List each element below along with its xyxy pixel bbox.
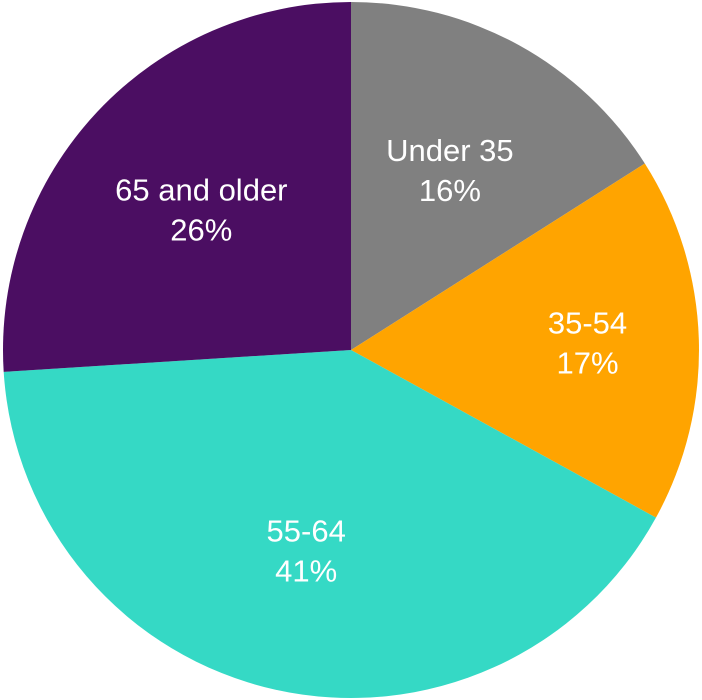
pie-slice-55-64 <box>3 350 656 698</box>
slice-value-under-35: 16% <box>419 173 481 208</box>
slice-value-55-64: 41% <box>275 553 337 588</box>
slice-label-35-54: 35-54 <box>548 306 627 341</box>
pie-slice-65-and-older <box>2 2 351 372</box>
pie-slice-35-54 <box>351 163 699 518</box>
slice-value-65-and-older: 26% <box>170 212 232 247</box>
slice-value-35-54: 17% <box>556 346 618 381</box>
slice-label-55-64: 55-64 <box>267 513 346 548</box>
pie-labels: Under 35 16% 35-54 17% 55-64 41% 65 and older 2… <box>115 133 627 588</box>
pie-slice-under-35 <box>351 2 645 350</box>
slice-label-under-35: Under 35 <box>386 133 514 168</box>
slice-label-65-and-older: 65 and older <box>115 172 287 207</box>
